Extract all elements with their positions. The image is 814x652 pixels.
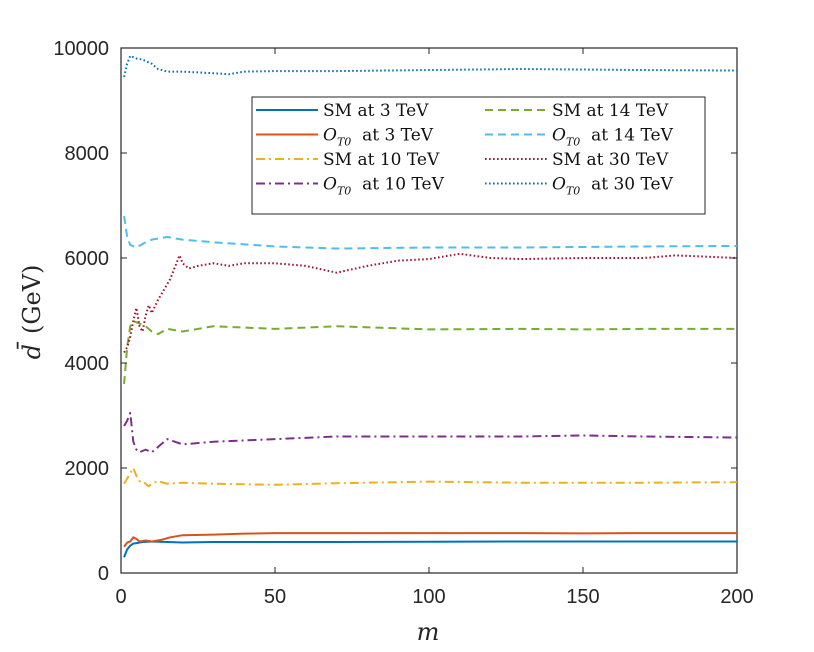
series-line-6 [123, 215, 738, 250]
y-tick-label: 4000 [65, 353, 110, 375]
y-tick-label: 0 [98, 563, 109, 585]
y-tick-label: 6000 [65, 248, 110, 270]
series-line-3 [123, 467, 738, 488]
y-axis-label: d̄ (GeV) [17, 265, 46, 360]
series-line-7 [123, 252, 738, 354]
legend-label-8: OT0 at 30 TeV [552, 175, 674, 198]
series-line-4 [123, 411, 738, 454]
x-tick-label: 100 [412, 586, 445, 608]
legend-label-7: SM at 30 TeV [552, 150, 669, 170]
series-line-5 [123, 320, 737, 385]
x-tick-label: 200 [720, 586, 753, 608]
y-axis-label-symbol: d̄ [17, 341, 46, 359]
x-tick-label: 0 [115, 586, 126, 608]
legend-label-3: SM at 10 TeV [323, 150, 440, 170]
legend-box [251, 96, 706, 215]
x-axis-label: m [417, 618, 440, 646]
legend-label-6: OT0 at 14 TeV [552, 126, 674, 149]
y-tick-label: 10000 [53, 38, 109, 60]
x-tick-label: 50 [264, 586, 286, 608]
series-line-8 [123, 54, 738, 78]
legend-label-5: SM at 14 TeV [552, 101, 669, 121]
legend-label-1: SM at 3 TeV [323, 101, 429, 121]
legend-label-2: OT0 at 3 TeV [323, 126, 434, 149]
y-tick-label: 2000 [65, 458, 110, 480]
series-line-2 [123, 532, 737, 548]
y-axis-label-unit: (GeV) [18, 265, 46, 334]
y-tick-label: 8000 [65, 143, 110, 165]
x-tick-label: 150 [566, 586, 599, 608]
series-line-1 [123, 540, 737, 558]
legend-label-4: OT0 at 10 TeV [323, 175, 445, 198]
series-layer [123, 54, 738, 558]
